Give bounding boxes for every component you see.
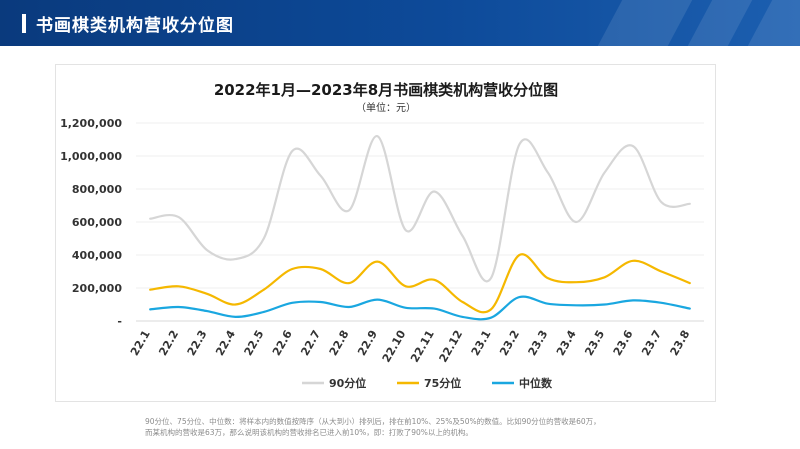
header-accent-bar xyxy=(22,14,26,33)
x-tick-label: 23.1 xyxy=(469,328,494,358)
x-tick-label: 22.4 xyxy=(213,328,238,358)
x-tick-label: 22.12 xyxy=(437,328,466,365)
series-line-p75 xyxy=(149,253,691,314)
y-tick-label: 800,000 xyxy=(72,183,122,196)
x-tick-label: 23.4 xyxy=(554,328,579,358)
y-tick-label: 600,000 xyxy=(72,216,122,229)
series-lines xyxy=(149,135,691,321)
x-axis-tick-labels: 22.1 22.2 22.3 22.4 22.5 22.6 22.7 22.8 22.9 22.1… xyxy=(128,328,692,365)
x-tick-label: 23.5 xyxy=(582,328,607,358)
x-tick-label: 22.1 xyxy=(128,328,153,358)
y-tick-label: 1,200,000 xyxy=(60,117,122,130)
legend-label: 90分位 xyxy=(329,376,366,390)
legend-label: 中位数 xyxy=(519,376,553,390)
y-tick-label: - xyxy=(117,315,122,328)
footnote-line-2: 而某机构的营收是63万，那么说明该机构的营收排名已进入前10%，即：打败了90%… xyxy=(145,428,473,437)
chart-panel: 2022年1月—2023年8月书画棋类机构营收分位图 （单位：元） - 200,0… xyxy=(55,64,716,402)
x-tick-label: 22.2 xyxy=(156,328,181,358)
y-tick-label: 400,000 xyxy=(72,249,122,262)
header-gradient xyxy=(0,0,800,46)
series-line-p90 xyxy=(149,135,691,283)
x-tick-label: 23.6 xyxy=(611,328,636,358)
line-chart: 2022年1月—2023年8月书画棋类机构营收分位图 （单位：元） - 200,0… xyxy=(60,81,704,390)
x-tick-label: 22.6 xyxy=(270,328,295,358)
x-tick-label: 22.10 xyxy=(380,328,409,365)
x-tick-label: 22.5 xyxy=(242,328,267,358)
x-tick-label: 22.9 xyxy=(355,328,380,358)
x-tick-label: 23.2 xyxy=(497,328,522,358)
legend-label: 75分位 xyxy=(424,376,461,390)
x-tick-label: 22.7 xyxy=(298,328,323,358)
x-tick-label: 22.11 xyxy=(408,328,437,365)
footnote: 90分位、75分位、中位数：将样本内的数值按降序（从大到小）排列后，排在前10%… xyxy=(145,416,685,438)
legend: 90分位 75分位 中位数 xyxy=(302,376,553,390)
x-tick-label: 22.3 xyxy=(185,328,210,358)
footnote-line-1: 90分位、75分位、中位数：将样本内的数值按降序（从大到小）排列后，排在前10%… xyxy=(145,417,601,426)
header-title: 书画棋类机构营收分位图 xyxy=(36,16,234,36)
chart-title: 2022年1月—2023年8月书画棋类机构营收分位图 xyxy=(214,81,558,99)
x-tick-label: 23.8 xyxy=(668,328,693,358)
y-tick-label: 1,000,000 xyxy=(60,150,122,163)
header-banner: 书画棋类机构营收分位图 xyxy=(0,0,800,46)
x-tick-label: 22.8 xyxy=(327,328,352,358)
chart-subtitle: （单位：元） xyxy=(356,101,416,114)
x-tick-label: 23.3 xyxy=(526,328,551,358)
x-tick-label: 23.7 xyxy=(639,328,664,358)
grid-lines xyxy=(136,122,704,322)
series-line-median xyxy=(149,295,691,321)
y-tick-label: 200,000 xyxy=(72,282,122,295)
y-axis-tick-labels: - 200,000 400,000 600,000 800,000 1,000,000 1,… xyxy=(60,117,122,328)
